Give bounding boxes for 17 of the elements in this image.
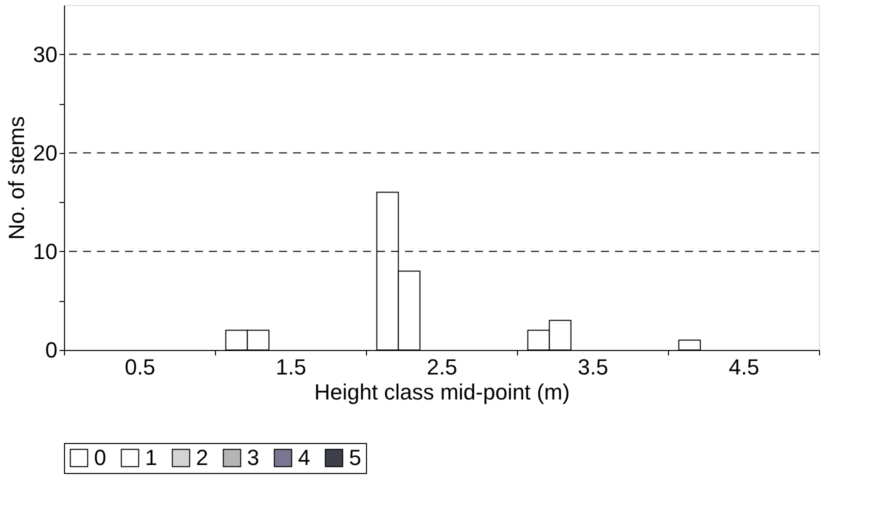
x-tick-label: 4.5 [728,354,760,380]
y-tick-label: 10 [33,238,58,264]
x-tick-label: 3.5 [578,354,608,380]
y-tick-label: 30 [33,42,58,67]
legend-label: 4 [298,445,310,470]
y-tick-label: 20 [33,140,58,166]
legend-label: 2 [196,445,208,470]
x-tick-label: 2.5 [426,354,458,380]
legend-label: 1 [145,445,158,470]
y-tick-label: 0 [45,338,58,362]
y-axis-title: No. of stems [4,116,30,240]
x-tick-label: 1.5 [276,354,306,380]
legend-label: 5 [349,445,362,470]
legend-label: 3 [247,445,260,470]
legend-label: 0 [94,445,106,470]
x-tick-label: 0.5 [124,354,156,380]
x-axis-title: Height class mid-point (m) [314,380,570,404]
